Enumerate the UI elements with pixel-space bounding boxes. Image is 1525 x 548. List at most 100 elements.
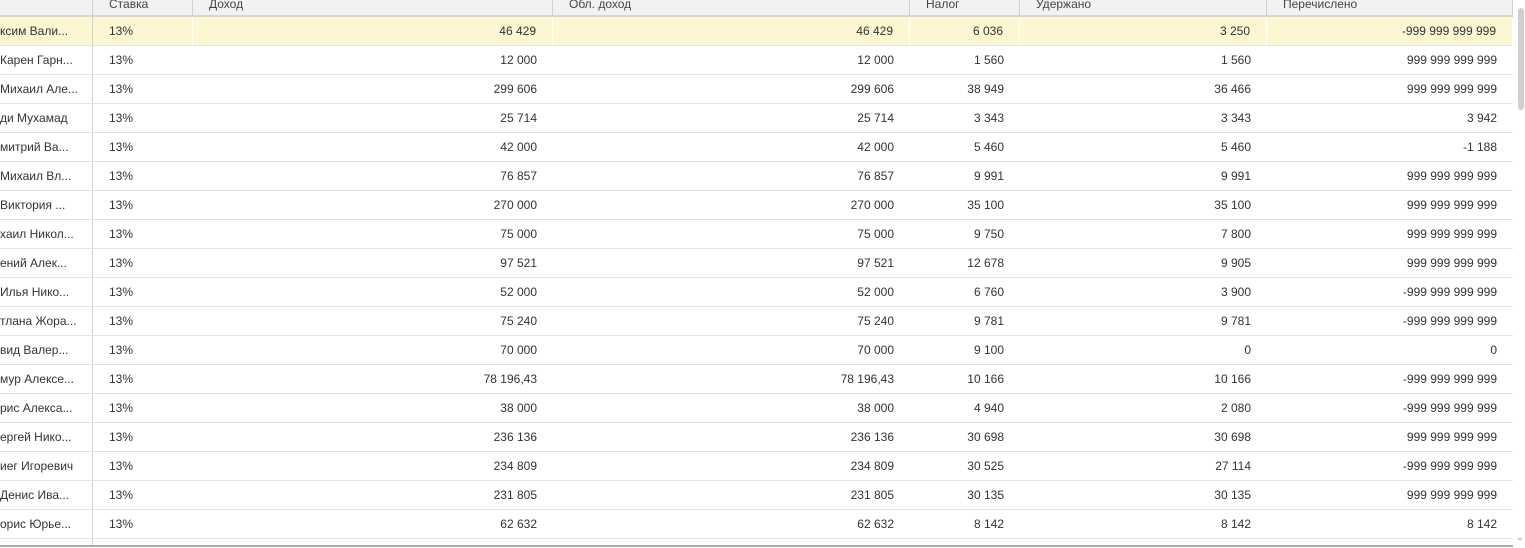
column-header-withheld[interactable]: Удержано xyxy=(1020,0,1267,17)
column-header-tax[interactable]: Налог xyxy=(910,0,1020,17)
cell-taxable-income[interactable]: 42 000 xyxy=(857,140,894,154)
cell-tax[interactable]: 35 100 xyxy=(967,198,1004,212)
cell-transferred[interactable]: -999 999 999 999 xyxy=(1267,17,1513,45)
cell-withheld[interactable]: 9 991 xyxy=(1220,169,1251,183)
cell-withheld[interactable]: 1 560 xyxy=(1220,53,1251,67)
cell-taxable-income[interactable]: 12 000 xyxy=(857,53,894,67)
cell-withheld[interactable]: 5 460 xyxy=(1220,140,1251,154)
cell-tax[interactable]: 9 100 xyxy=(973,343,1004,357)
cell-withheld[interactable]: 9 905 xyxy=(1220,256,1251,270)
cell-tax[interactable]: 30 698 xyxy=(967,430,1004,444)
table-row[interactable]: Илья Нико... 13% 52 000 52 000 6 760 3 900 -99… xyxy=(0,278,1513,307)
cell-name[interactable]: тлана Жора... xyxy=(0,307,93,335)
cell-tax[interactable]: 6 036 xyxy=(910,17,1020,45)
table-row[interactable]: орис Юрье... 13% 62 632 62 632 8 142 8 142 8 1… xyxy=(0,510,1513,539)
cell-withheld[interactable]: 30 698 xyxy=(1214,430,1251,444)
cell-income[interactable]: 62 632 xyxy=(500,517,537,531)
cell-income[interactable]: 78 196,43 xyxy=(483,372,537,386)
cell-taxable-income[interactable]: 25 714 xyxy=(857,111,894,125)
table-row[interactable]: Денис Ива... 13% 231 805 231 805 30 135 30 13… xyxy=(0,481,1513,510)
cell-transferred[interactable]: -999 999 999 999 xyxy=(1402,401,1497,415)
cell-taxable-income[interactable]: 78 196,43 xyxy=(840,372,894,386)
cell-income[interactable]: 299 606 xyxy=(493,82,537,96)
table-row[interactable]: Михаил Але... 13% 299 606 299 606 38 949 36 4… xyxy=(0,75,1513,104)
cell-rate[interactable]: 13% xyxy=(93,17,193,45)
cell-withheld[interactable]: 8 142 xyxy=(1220,517,1251,531)
cell-transferred[interactable]: 999 999 999 999 xyxy=(1406,430,1497,444)
cell-rate[interactable]: 13% xyxy=(109,198,134,212)
cell-tax[interactable]: 30 525 xyxy=(967,459,1004,473)
cell-taxable-income[interactable]: 62 632 xyxy=(857,517,894,531)
vertical-scrollbar[interactable] xyxy=(1513,0,1525,548)
cell-transferred[interactable]: -1 188 xyxy=(1462,140,1497,154)
scroll-down-arrow-icon[interactable] xyxy=(1517,538,1523,541)
cell-rate[interactable]: 13% xyxy=(109,285,134,299)
cell-name[interactable]: Денис Ива... xyxy=(0,481,93,509)
cell-transferred[interactable]: -999 999 999 999 xyxy=(1402,285,1497,299)
cell-taxable-income[interactable]: 46 429 xyxy=(553,17,910,45)
cell-income[interactable]: 25 714 xyxy=(500,111,537,125)
column-header-income[interactable]: Доход xyxy=(193,0,553,17)
cell-name[interactable]: Михаил Вл... xyxy=(0,162,93,190)
cell-income[interactable]: 46 429 xyxy=(193,17,553,45)
cell-income[interactable]: 42 000 xyxy=(500,140,537,154)
cell-taxable-income[interactable]: 299 606 xyxy=(850,82,894,96)
cell-income[interactable]: 76 857 xyxy=(500,169,537,183)
cell-rate[interactable]: 13% xyxy=(109,140,134,154)
cell-rate[interactable]: 13% xyxy=(109,488,134,502)
cell-name[interactable]: ди Мухамад xyxy=(0,104,93,132)
cell-name[interactable]: митрий Ва... xyxy=(0,133,93,161)
cell-tax[interactable]: 8 142 xyxy=(973,517,1004,531)
cell-rate[interactable]: 13% xyxy=(109,82,134,96)
cell-name[interactable]: мур Алексе... xyxy=(0,365,93,393)
cell-withheld[interactable]: 9 781 xyxy=(1220,314,1251,328)
cell-name[interactable]: ксим Вали... xyxy=(0,17,93,45)
cell-tax[interactable]: 9 781 xyxy=(973,314,1004,328)
cell-taxable-income[interactable]: 76 857 xyxy=(857,169,894,183)
cell-rate[interactable]: 13% xyxy=(109,169,134,183)
cell-transferred[interactable]: 8 142 xyxy=(1466,517,1497,531)
cell-taxable-income[interactable]: 236 136 xyxy=(850,430,894,444)
cell-transferred[interactable]: -999 999 999 999 xyxy=(1402,314,1497,328)
cell-name[interactable]: Виктория ... xyxy=(0,191,93,219)
cell-transferred[interactable]: 999 999 999 999 xyxy=(1406,198,1497,212)
cell-income[interactable]: 97 521 xyxy=(500,256,537,270)
cell-rate[interactable]: 13% xyxy=(109,372,134,386)
cell-tax[interactable]: 5 460 xyxy=(973,140,1004,154)
cell-withheld[interactable]: 3 343 xyxy=(1220,111,1251,125)
cell-income[interactable]: 270 000 xyxy=(493,198,537,212)
cell-withheld[interactable]: 2 080 xyxy=(1220,401,1251,415)
column-header-name[interactable] xyxy=(0,0,93,17)
column-header-rate[interactable]: Ставка xyxy=(93,0,193,17)
cell-name[interactable]: иег Игоревич xyxy=(0,452,93,480)
cell-transferred[interactable]: -999 999 999 999 xyxy=(1402,459,1497,473)
cell-name[interactable]: орис Юрье... xyxy=(0,510,93,538)
cell-tax[interactable]: 12 678 xyxy=(967,256,1004,270)
cell-tax[interactable]: 3 343 xyxy=(973,111,1004,125)
cell-taxable-income[interactable]: 38 000 xyxy=(857,401,894,415)
cell-transferred[interactable]: 999 999 999 999 xyxy=(1406,256,1497,270)
table-row[interactable]: Виктория ... 13% 270 000 270 000 35 100 35 10… xyxy=(0,191,1513,220)
cell-income[interactable]: 12 000 xyxy=(500,53,537,67)
cell-name[interactable]: рис Алекса... xyxy=(0,394,93,422)
cell-transferred[interactable]: 999 999 999 999 xyxy=(1406,82,1497,96)
table-row[interactable]: ений Алек... 13% 97 521 97 521 12 678 9 905 99… xyxy=(0,249,1513,278)
cell-withheld[interactable]: 7 800 xyxy=(1220,227,1251,241)
cell-transferred[interactable]: 999 999 999 999 xyxy=(1406,169,1497,183)
table-row[interactable]: ксим Вали... 13% 46 429 46 429 6 036 3 250 -99… xyxy=(0,17,1513,46)
cell-taxable-income[interactable]: 75 240 xyxy=(857,314,894,328)
cell-tax[interactable]: 10 166 xyxy=(967,372,1004,386)
cell-name[interactable]: ений Алек... xyxy=(0,249,93,277)
cell-transferred[interactable]: 999 999 999 999 xyxy=(1406,227,1497,241)
cell-rate[interactable]: 13% xyxy=(109,343,134,357)
cell-name[interactable]: ергей Нико... xyxy=(0,423,93,451)
cell-withheld[interactable]: 3 900 xyxy=(1220,285,1251,299)
cell-transferred[interactable]: 999 999 999 999 xyxy=(1406,53,1497,67)
cell-taxable-income[interactable]: 97 521 xyxy=(857,256,894,270)
table-row[interactable]: тлана Жора... 13% 75 240 75 240 9 781 9 781 -9… xyxy=(0,307,1513,336)
cell-withheld[interactable]: 27 114 xyxy=(1215,459,1251,473)
cell-tax[interactable]: 9 750 xyxy=(973,227,1004,241)
cell-transferred[interactable]: -999 999 999 999 xyxy=(1402,372,1497,386)
cell-rate[interactable]: 13% xyxy=(109,401,134,415)
cell-transferred[interactable]: 0 xyxy=(1490,343,1497,357)
